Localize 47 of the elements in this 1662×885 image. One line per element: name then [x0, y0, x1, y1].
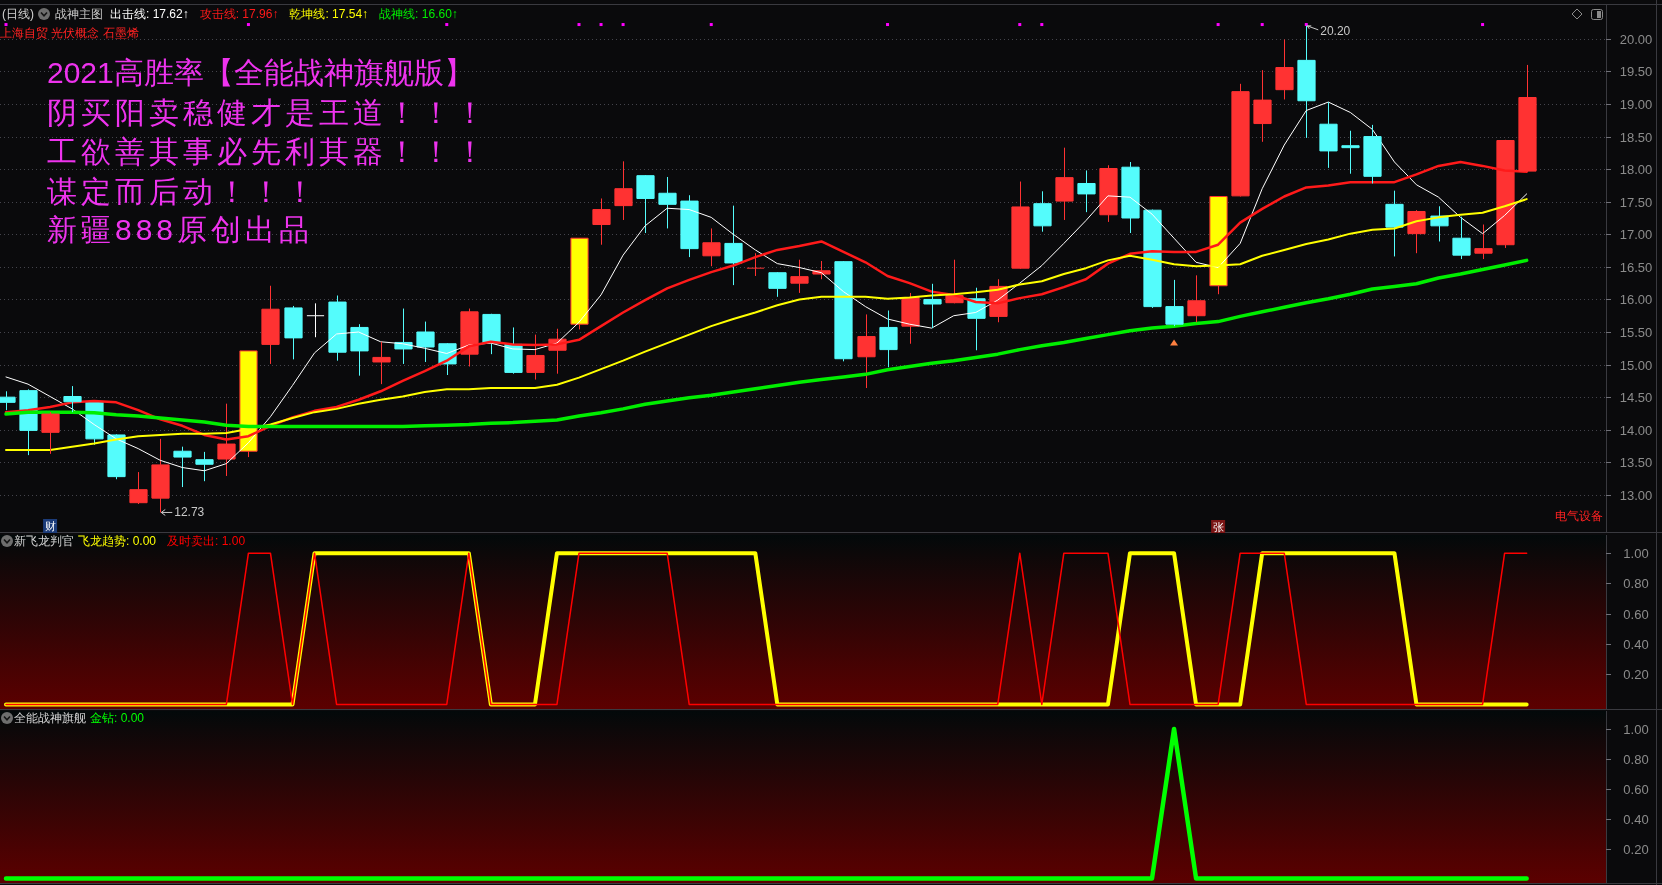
annotation: 阴买阳卖稳健才是王道！！！ [47, 96, 489, 129]
y-tick-label: 15.00 [1619, 358, 1653, 373]
y-tick-label: 0.60 [1623, 782, 1649, 797]
y-tick-label: 0.40 [1623, 637, 1649, 652]
y-tick-label: 20.00 [1619, 32, 1653, 47]
y-tick-label: 1.00 [1623, 546, 1649, 561]
y-tick-label: 13.00 [1619, 488, 1653, 503]
y-tick-label: 17.50 [1619, 195, 1653, 210]
y-tick-label: 0.20 [1623, 842, 1649, 857]
annotation: 12.73 [174, 505, 205, 520]
annotation: 新疆888原创出品 [47, 213, 314, 246]
title: 全能战神旗舰 [14, 711, 86, 725]
annotation: 工欲善其事必先利其器！！！ [47, 135, 489, 168]
y-tick-label: 17.00 [1619, 227, 1653, 242]
y-tick-label: 15.50 [1619, 325, 1653, 340]
title: (日线) [2, 7, 34, 21]
series-name: 战神线: 16.60↑ [379, 7, 458, 21]
y-tick-label: 0.20 [1623, 667, 1649, 682]
series-name: 金钻: 0.00 [90, 711, 145, 725]
y-tick-label: 16.00 [1619, 292, 1653, 307]
y-tick-label: 0.60 [1623, 607, 1649, 622]
series-name: 及时卖出: 1.00 [167, 534, 246, 548]
annotation: 谋定而后动！！！ [47, 175, 319, 208]
y-tick-label: 0.40 [1623, 812, 1649, 827]
subtitle: 战神主图 [55, 7, 103, 21]
y-tick-label: 0.80 [1623, 576, 1649, 591]
annotation: 2021高胜率【全能战神旗舰版】 [47, 56, 474, 89]
y-tick-label: 19.50 [1619, 64, 1653, 79]
y-tick-label: 13.50 [1619, 455, 1653, 470]
series-name: 乾坤线: 17.54↑ [289, 7, 369, 21]
title: 新飞龙判官 [14, 534, 74, 548]
series-name: 飞龙趋势: 0.00 [78, 534, 157, 548]
y-tick-label: 14.00 [1619, 423, 1653, 438]
y-tick-label: 16.50 [1619, 260, 1653, 275]
annotation: 张 [1212, 521, 1224, 533]
annotation: 上海自贸 光伏概念 石墨烯 [0, 26, 139, 40]
y-tick-label: 19.00 [1619, 97, 1653, 112]
y-tick-label: 1.00 [1623, 722, 1649, 737]
annotation: 财 [44, 520, 56, 532]
series-name: 出击线: 17.62↑ [110, 7, 189, 21]
y-tick-label: 18.00 [1619, 162, 1653, 177]
annotation: 20.20 [1320, 23, 1351, 38]
y-tick-label: 14.50 [1619, 390, 1653, 405]
series-name: 攻击线: 17.96↑ [199, 7, 279, 21]
y-tick-label: 0.80 [1623, 752, 1649, 767]
annotation: 电气设备 [1555, 509, 1603, 523]
y-tick-label: 18.50 [1619, 130, 1653, 145]
